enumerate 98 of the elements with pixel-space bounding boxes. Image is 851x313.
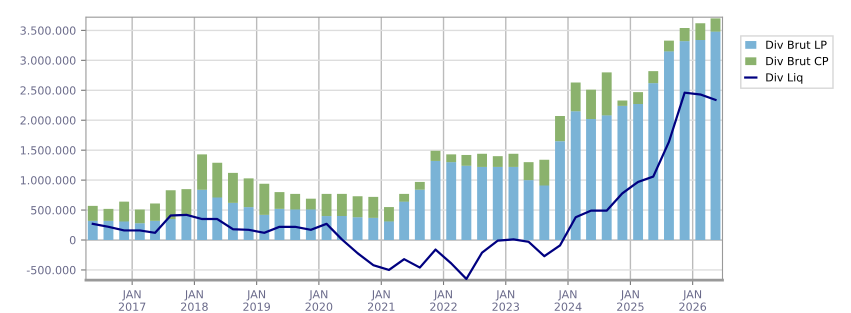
- bar: [306, 198, 316, 210]
- bar: [508, 166, 518, 240]
- x-tick-label: JAN 2022: [430, 290, 457, 311]
- bar: [446, 162, 456, 240]
- bar: [150, 203, 160, 221]
- bar: [228, 202, 238, 240]
- bar: [555, 116, 565, 142]
- x-tick-label: JAN 2024: [554, 290, 582, 311]
- bar: [414, 182, 425, 190]
- legend-label: Div Liq: [766, 72, 802, 84]
- x-tick-label: JAN 2017: [118, 290, 146, 311]
- y-tick-label: 3.500.000: [20, 26, 76, 35]
- bar: [430, 150, 440, 161]
- bar: [461, 166, 472, 240]
- bar: [228, 172, 238, 203]
- bar: [492, 166, 503, 240]
- bar: [446, 154, 456, 162]
- bar: [181, 189, 192, 216]
- bar: [617, 100, 628, 106]
- bar: [710, 18, 720, 32]
- bar: [508, 154, 518, 167]
- bar: [119, 202, 130, 222]
- bar: [477, 154, 488, 167]
- y-tick-label: 0: [70, 236, 76, 244]
- bar: [555, 141, 565, 240]
- bar: [680, 41, 690, 240]
- bar: [274, 192, 284, 209]
- bar: [384, 221, 394, 240]
- bar: [352, 217, 363, 240]
- line-series: [92, 92, 717, 280]
- bar: [524, 180, 534, 240]
- bar: [617, 106, 628, 240]
- bar: [602, 72, 612, 116]
- legend-label: Div Brut CP: [766, 56, 828, 66]
- x-tick-label: JAN 2025: [617, 290, 644, 311]
- bar: [695, 40, 706, 240]
- y-tick-label: 2.000.000: [20, 116, 76, 125]
- bar: [259, 184, 270, 215]
- y-tick-label: 3.000.000: [20, 56, 76, 65]
- bar: [104, 208, 114, 221]
- bar: [212, 197, 222, 240]
- bar: [586, 90, 596, 120]
- bar: [570, 111, 581, 240]
- x-tick-label: JAN 2020: [306, 290, 332, 311]
- bar: [399, 194, 410, 202]
- bar: [368, 196, 378, 218]
- bar: [197, 190, 208, 240]
- bar: [181, 215, 192, 240]
- bar: [414, 190, 425, 240]
- bar: [322, 194, 332, 216]
- bar: [399, 202, 410, 240]
- bar: [336, 216, 347, 240]
- bar: [134, 209, 145, 224]
- y-tick-label: 500.000: [31, 206, 76, 214]
- bar: [290, 209, 300, 240]
- bar: [710, 32, 720, 240]
- y-tick-label: 1.500.000: [20, 146, 76, 155]
- bar: [212, 162, 222, 198]
- bar: [306, 209, 316, 240]
- bar: [244, 207, 254, 240]
- bar: [336, 194, 347, 216]
- legend-label: Div Brut LP: [766, 40, 827, 49]
- bar: [539, 160, 550, 186]
- bar: [664, 40, 674, 52]
- y-tick-label: -500.000: [26, 266, 76, 274]
- bar: [664, 51, 674, 240]
- bar: [259, 214, 270, 240]
- bar: [166, 219, 176, 240]
- bar: [352, 196, 363, 218]
- bar: [648, 71, 658, 84]
- bar: [244, 178, 254, 208]
- bar: [539, 186, 550, 240]
- bar: [477, 166, 488, 240]
- bar: [492, 156, 503, 167]
- bar: [680, 28, 690, 42]
- bar: [633, 92, 644, 104]
- bar: [368, 218, 378, 240]
- bar: [633, 104, 644, 240]
- bar: [461, 154, 472, 166]
- bar: [586, 119, 596, 240]
- bar: [648, 83, 658, 240]
- bar: [290, 194, 300, 210]
- bar: [430, 160, 440, 240]
- x-tick-label: JAN 2026: [679, 290, 706, 311]
- bar: [570, 82, 581, 112]
- bar: [695, 23, 706, 40]
- bar: [524, 162, 534, 180]
- bar: [197, 154, 208, 190]
- x-tick-label: JAN 2019: [243, 290, 270, 311]
- x-tick-label: JAN 2018: [181, 290, 208, 311]
- bar: [274, 208, 284, 240]
- x-tick-label: JAN 2021: [368, 290, 394, 311]
- bar: [88, 206, 98, 221]
- bar: [384, 207, 394, 222]
- x-tick-label: JAN 2023: [492, 290, 520, 311]
- bar: [602, 115, 612, 240]
- y-tick-label: 2.500.000: [20, 86, 76, 95]
- y-tick-label: 1.000.000: [20, 176, 76, 184]
